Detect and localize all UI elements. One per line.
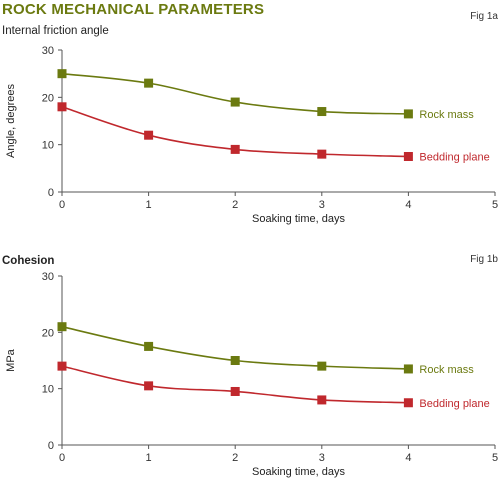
data-point-marker <box>57 102 67 112</box>
data-point-marker <box>317 107 327 117</box>
y-tick-label: 10 <box>42 140 54 152</box>
data-point-marker <box>144 130 154 140</box>
data-point-marker <box>230 386 240 396</box>
series-label: Rock mass <box>419 364 474 376</box>
data-point-marker <box>230 356 240 365</box>
data-point-marker <box>403 398 413 408</box>
x-tick-label: 0 <box>59 452 65 464</box>
x-tick-label: 1 <box>146 452 152 464</box>
x-tick-label: 4 <box>405 452 411 464</box>
x-tick-label: 5 <box>492 452 498 464</box>
y-tick-label: 0 <box>48 187 54 199</box>
x-tick-label: 0 <box>59 199 65 211</box>
chart-subtitle: Cohesion <box>2 255 54 267</box>
x-tick-label: 2 <box>232 199 238 211</box>
y-tick-label: 20 <box>42 92 54 104</box>
x-tick-label: 3 <box>319 452 325 464</box>
series-line <box>61 365 409 404</box>
data-point-marker <box>403 109 413 119</box>
figure-label: Fig 1b <box>470 254 498 265</box>
data-point-marker <box>317 149 327 159</box>
page-title: ROCK MECHANICAL PARAMETERS <box>2 1 264 18</box>
data-point-marker <box>144 341 154 351</box>
data-point-marker <box>57 69 67 79</box>
data-point-marker <box>144 381 154 391</box>
x-axis-label: Soaking time, days <box>252 466 345 478</box>
y-tick-label: 0 <box>48 440 54 452</box>
x-tick-label: 4 <box>405 199 411 211</box>
series-label: Bedding plane <box>419 152 489 164</box>
series-label: Bedding plane <box>419 398 489 410</box>
series-bedding-plane: Bedding plane <box>57 361 490 410</box>
chart-panel-2: Cohesion Fig 1b 0 10 20 30 0 1 2 3 4 5 Soaking time,… <box>2 254 498 478</box>
series-bedding-plane: Bedding plane <box>57 102 490 164</box>
data-point-marker <box>57 322 67 332</box>
y-tick-label: 20 <box>42 327 54 339</box>
x-tick-label: 5 <box>492 199 498 211</box>
y-tick-label: 30 <box>42 45 54 57</box>
data-point-marker <box>403 364 413 374</box>
y-axis-label: MPa <box>5 348 17 372</box>
series-label: Rock mass <box>419 109 474 121</box>
figure-label: Fig 1a <box>470 11 498 22</box>
y-tick-label: 30 <box>42 271 54 283</box>
x-tick-label: 3 <box>319 199 325 211</box>
data-point-marker <box>317 361 327 371</box>
series-rock-mass: Rock mass <box>57 322 474 376</box>
x-tick-label: 2 <box>232 452 238 464</box>
y-axis-label: Angle, degrees <box>5 84 17 158</box>
chart-panel-1: Internal friction angle Fig 1a 0 10 20 30 0 1 2 3… <box>2 11 498 225</box>
chart-subtitle: Internal friction angle <box>2 25 109 37</box>
x-axis-label: Soaking time, days <box>252 213 345 225</box>
series-rock-mass: Rock mass <box>57 69 474 121</box>
data-point-marker <box>144 78 154 88</box>
y-tick-label: 10 <box>42 384 54 396</box>
series-line <box>61 72 409 115</box>
data-point-marker <box>230 97 240 107</box>
data-point-marker <box>317 395 327 405</box>
data-point-marker <box>57 361 67 371</box>
x-tick-label: 1 <box>146 199 152 211</box>
data-point-marker <box>403 152 413 161</box>
data-point-marker <box>230 144 240 154</box>
